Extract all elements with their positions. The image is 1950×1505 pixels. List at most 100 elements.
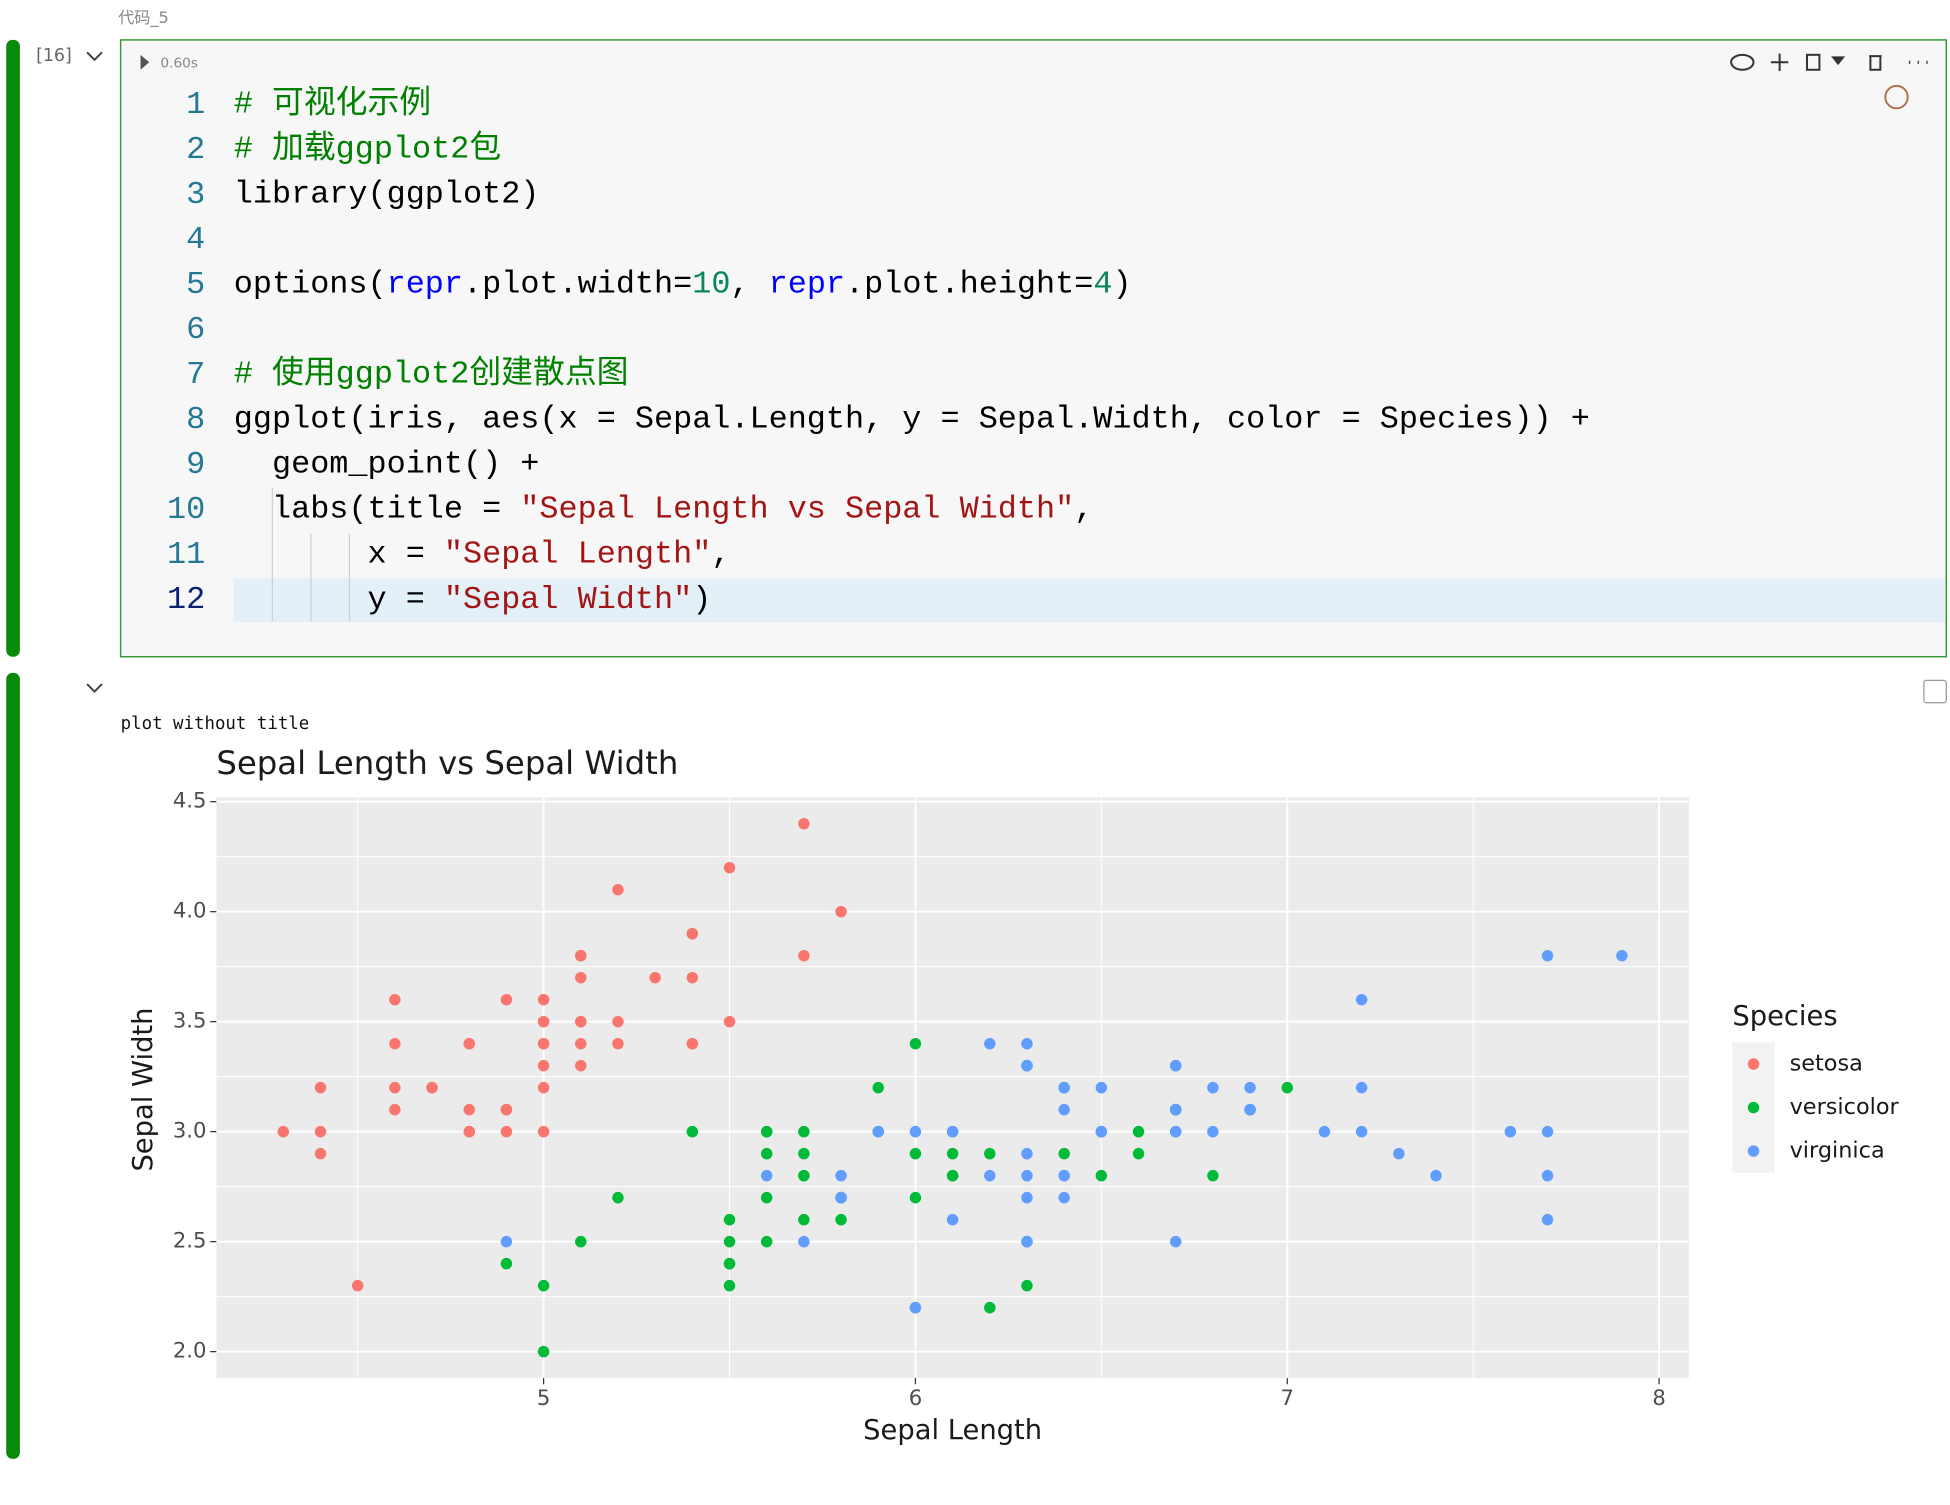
- point: [500, 993, 513, 1006]
- line-number: 6: [186, 312, 205, 348]
- point: [798, 1235, 810, 1248]
- code-token: y =: [234, 582, 444, 618]
- point: [946, 1169, 959, 1182]
- point: [612, 1191, 624, 1204]
- code-token: .plot.width=: [463, 267, 692, 303]
- point: [351, 1279, 364, 1292]
- x-tick-label: 6: [909, 1385, 922, 1410]
- point: [909, 1301, 922, 1314]
- point: [575, 1059, 587, 1072]
- point: [575, 971, 587, 984]
- point: [1132, 1147, 1145, 1160]
- point: [946, 1125, 959, 1138]
- collapse-toggle[interactable]: [86, 51, 103, 62]
- point: [1058, 1103, 1070, 1116]
- line-number: 11: [167, 537, 205, 573]
- run-button[interactable]: [140, 54, 150, 70]
- point: [798, 1213, 810, 1226]
- legend-marker: [1747, 1058, 1760, 1070]
- point: [872, 1125, 884, 1138]
- code-line: geom_point() +: [234, 447, 540, 483]
- point: [723, 861, 736, 874]
- toggle-visibility[interactable]: [1730, 53, 1755, 71]
- point: [389, 1037, 401, 1050]
- point: [909, 1037, 922, 1050]
- point: [1355, 1125, 1368, 1138]
- point: [798, 1169, 810, 1182]
- code-line: x = "Sepal Length",: [234, 537, 731, 573]
- code-line: options(repr.plot.width=10, repr.plot.he…: [234, 267, 1132, 303]
- delete-cell[interactable]: [1869, 55, 1882, 71]
- legend-title: Species: [1732, 1001, 1837, 1032]
- line-number: 5: [186, 267, 205, 303]
- point: [686, 1037, 699, 1050]
- output-action[interactable]: [1923, 679, 1947, 704]
- output-bar: [6, 672, 20, 1459]
- code-token: "Sepal Length vs Sepal Width": [520, 492, 1074, 528]
- code-line: y = "Sepal Width"): [234, 582, 712, 618]
- point: [1169, 1235, 1182, 1248]
- point: [946, 1147, 959, 1160]
- code-cell[interactable]: [119, 39, 1948, 658]
- point: [1541, 1213, 1554, 1226]
- current-line-highlight: [233, 578, 1946, 622]
- point: [575, 1037, 587, 1050]
- point: [723, 1235, 736, 1248]
- point: [1169, 1125, 1182, 1138]
- x-tick-label: 8: [1652, 1385, 1665, 1410]
- point: [1058, 1147, 1070, 1160]
- cell-label: 代码_5: [118, 8, 169, 28]
- duration: 0.60s: [160, 56, 198, 72]
- y-tick-label: 3.0: [173, 1118, 207, 1143]
- point: [798, 1125, 810, 1138]
- code-token: repr: [769, 267, 845, 303]
- point: [798, 1147, 810, 1160]
- point: [1095, 1125, 1108, 1138]
- legend-marker: [1747, 1101, 1760, 1114]
- point: [1541, 949, 1554, 962]
- point: [575, 1235, 587, 1248]
- code-line: # 可视化示例: [234, 85, 431, 123]
- point: [1281, 1081, 1293, 1094]
- code-token: ): [1112, 267, 1131, 303]
- copy-menu[interactable]: [1831, 56, 1846, 66]
- code-token: "Sepal Width": [444, 582, 692, 618]
- point: [1207, 1081, 1219, 1094]
- cell-bar: [6, 39, 20, 657]
- point: [909, 1191, 922, 1204]
- point: [1355, 993, 1368, 1006]
- copy-cell[interactable]: [1805, 53, 1821, 71]
- point: [1058, 1191, 1070, 1204]
- point: [723, 1279, 736, 1292]
- point: [500, 1125, 513, 1138]
- output-text: plot without title: [121, 714, 310, 734]
- code-token: ,: [730, 267, 768, 303]
- output-toggle[interactable]: [86, 683, 103, 693]
- code-token: "Sepal Length": [444, 537, 711, 573]
- point: [1244, 1081, 1256, 1094]
- point: [1095, 1081, 1108, 1094]
- point: [1058, 1081, 1070, 1094]
- code-token: ,: [1074, 492, 1093, 528]
- code-token: library(ggplot2): [234, 177, 540, 213]
- point: [537, 1125, 550, 1138]
- point: [500, 1257, 513, 1270]
- point: [1207, 1125, 1219, 1138]
- point: [723, 1015, 736, 1028]
- point: [612, 1037, 624, 1050]
- point: [909, 1147, 922, 1160]
- line-number: 10: [167, 492, 205, 528]
- point: [612, 883, 624, 896]
- x-tick-label: 7: [1281, 1385, 1294, 1410]
- add-cell[interactable]: [1770, 53, 1789, 71]
- y-tick-label: 3.5: [173, 1008, 207, 1033]
- y-tick-label: 2.5: [173, 1228, 207, 1253]
- point: [537, 1015, 550, 1028]
- point: [537, 1037, 550, 1050]
- execution-count: [16]: [36, 46, 72, 66]
- point: [1169, 1059, 1182, 1072]
- point: [1616, 949, 1628, 962]
- point: [686, 1125, 699, 1138]
- point: [1021, 1279, 1033, 1292]
